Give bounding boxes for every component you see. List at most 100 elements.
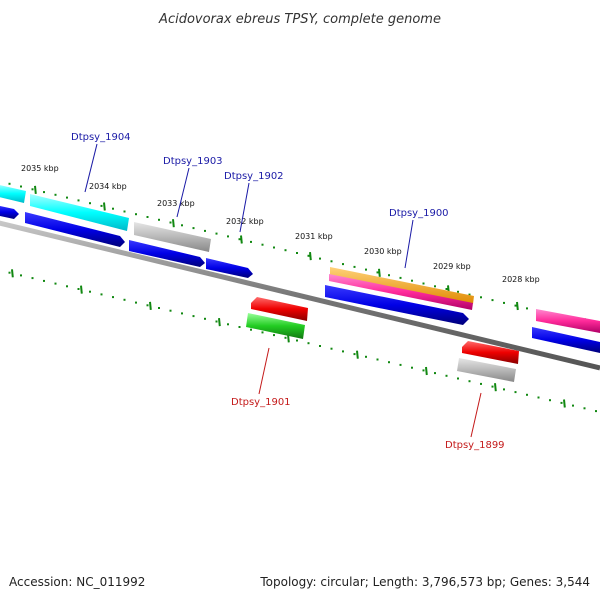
ruler-major-tick (34, 185, 37, 194)
ruler-dot (123, 298, 126, 301)
ruler-dot (43, 191, 45, 194)
ruler-dot (399, 276, 402, 279)
gene-label-dtpsy-1902[interactable]: Dtpsy_1902 (224, 171, 284, 182)
gene-feature-gray[interactable] (134, 222, 211, 252)
gene-feature-gray[interactable] (457, 358, 516, 382)
gene-feature-orange[interactable] (330, 267, 474, 304)
ruler-dot (89, 202, 91, 205)
ruler-major-tick (516, 301, 519, 311)
lower-ruler-ticks (11, 269, 566, 408)
callout-line (258, 347, 270, 395)
ruler-dot (54, 282, 57, 285)
ruler-dot (77, 199, 80, 202)
ruler-dot (296, 339, 298, 342)
accession-text: Accession: NC_011992 (9, 575, 145, 589)
tick-label-2028: 2028 kbp (502, 275, 540, 284)
ruler-dot (54, 193, 57, 196)
ruler-dot (411, 279, 413, 282)
ruler-dot (204, 317, 206, 320)
callout-line (84, 143, 98, 193)
ruler-dot (273, 246, 275, 249)
cds-feature-red[interactable] (462, 341, 519, 364)
ruler-dot (491, 299, 494, 302)
callout-line (239, 182, 250, 233)
ruler-major-tick (309, 252, 312, 261)
ruler-dot (135, 213, 137, 216)
ruler-dot (66, 285, 68, 288)
ruler-major-tick (494, 383, 497, 392)
ruler-dot (480, 382, 482, 385)
ruler-dot (261, 331, 264, 334)
cds-feature-blue[interactable] (0, 205, 19, 219)
ruler-dot (146, 216, 149, 218)
gene-feature-cyan[interactable] (30, 194, 129, 231)
ruler-major-tick (80, 285, 83, 294)
ruler-dot (215, 232, 218, 235)
ruler-dot (595, 410, 597, 413)
ruler-dot (284, 249, 287, 252)
ruler-dot (20, 185, 22, 188)
tick-label-2030: 2030 kbp (364, 247, 402, 256)
gene-feature-cyan[interactable] (0, 184, 26, 203)
gene-label-dtpsy-1901[interactable]: Dtpsy_1901 (231, 397, 291, 408)
callout-line (176, 167, 190, 218)
cds-feature-blue[interactable] (129, 240, 205, 267)
ruler-dot (422, 369, 425, 372)
ruler-dot (457, 377, 459, 380)
ruler-dot (307, 254, 310, 257)
ruler-dot (204, 229, 206, 232)
ruler-dot (181, 224, 183, 227)
ruler-dot (273, 334, 275, 337)
ruler-dot (261, 243, 264, 246)
ruler-dot (135, 301, 137, 304)
gene-label-dtpsy-1904[interactable]: Dtpsy_1904 (71, 132, 131, 143)
ruler-dot (422, 282, 425, 285)
cds-feature-blue[interactable] (532, 327, 600, 353)
ruler-dot (342, 350, 344, 353)
gene-feature-green[interactable] (246, 313, 305, 339)
ruler-major-tick (103, 202, 106, 211)
cds-feature-blue[interactable] (206, 258, 253, 278)
ruler-major-tick (149, 301, 152, 310)
ruler-major-tick (240, 235, 243, 244)
ruler-dot (353, 353, 356, 356)
ruler-dot (572, 404, 574, 407)
ruler-dot (319, 257, 321, 260)
cds-feature-red[interactable] (251, 297, 308, 321)
tick-label-2032: 2032 kbp (226, 217, 264, 226)
cds-feature-blue[interactable] (325, 285, 469, 325)
ruler-dot (376, 358, 379, 361)
ruler-dot (434, 372, 436, 375)
ruler-dot (399, 363, 402, 366)
ruler-dot (192, 315, 195, 318)
ruler-dot (296, 252, 298, 254)
ruler-dot (100, 293, 103, 296)
ruler-dot (100, 204, 103, 207)
ruler-dot (181, 312, 183, 315)
ruler-dot (560, 401, 563, 404)
ruler-dot (365, 355, 367, 358)
ruler-dot (169, 309, 172, 312)
gene-feature-pink[interactable] (329, 274, 473, 310)
ruler-dot (250, 240, 252, 243)
ruler-major-tick (356, 350, 359, 359)
gene-feature-pink[interactable] (536, 309, 600, 333)
ruler-dot (227, 323, 229, 326)
upper-ruler-ticks (34, 185, 587, 327)
ruler-major-tick (172, 219, 175, 228)
ruler-dot (457, 290, 459, 293)
gene-label-dtpsy-1903[interactable]: Dtpsy_1903 (163, 156, 223, 167)
ruler-dot (123, 210, 126, 213)
gene-label-dtpsy-1900[interactable]: Dtpsy_1900 (389, 208, 449, 219)
ruler-dot (376, 271, 379, 274)
genome-backbone (0, 220, 600, 371)
ruler-dot (43, 279, 45, 282)
cds-feature-blue[interactable] (25, 212, 125, 247)
tick-label-2035: 2035 kbp (21, 164, 59, 173)
ruler-major-tick (378, 268, 381, 277)
ruler-dot (514, 304, 517, 307)
gene-label-dtpsy-1899[interactable]: Dtpsy_1899 (445, 440, 505, 451)
callout-line (404, 219, 414, 269)
